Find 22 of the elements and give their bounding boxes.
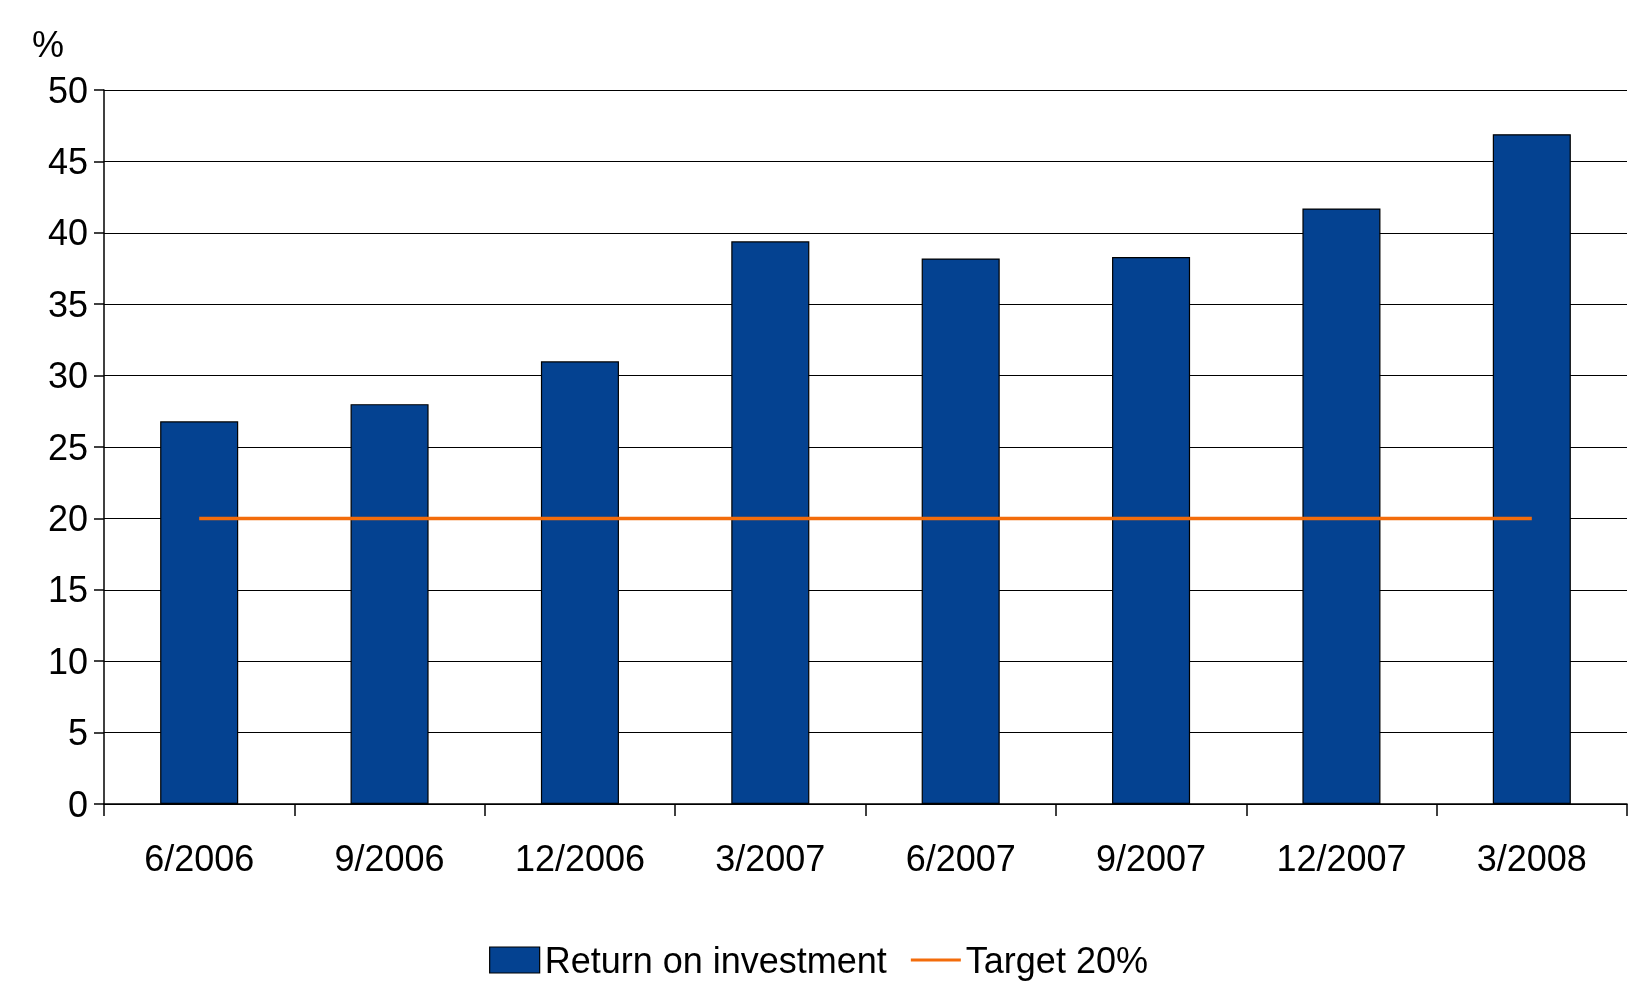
x-tick-label: 6/2007 — [905, 837, 1016, 879]
y-tick-label: 35 — [47, 283, 88, 325]
x-tick-label: 12/2007 — [1276, 837, 1407, 879]
y-tick-label: 25 — [47, 426, 88, 468]
y-tick-label: 15 — [47, 569, 88, 611]
y-tick-label: 10 — [47, 640, 88, 682]
x-tick-label: 9/2007 — [1096, 837, 1207, 879]
y-tick-label: 20 — [47, 497, 88, 539]
x-tick-label: 3/2007 — [715, 837, 826, 879]
x-tick-label: 6/2006 — [144, 837, 255, 879]
x-tick-label: 12/2006 — [514, 837, 646, 879]
y-tick-label: 40 — [47, 212, 88, 254]
legend-label: Return on investment — [544, 939, 887, 981]
y-tick-label: 5 — [67, 712, 88, 754]
legend-label: Target 20% — [965, 939, 1148, 981]
y-tick-label: 50 — [47, 69, 88, 111]
x-tick-label: 9/2006 — [334, 837, 445, 879]
y-tick-label: 0 — [67, 783, 88, 825]
y-axis-title: % — [31, 23, 64, 65]
y-tick-label: 30 — [47, 355, 88, 397]
x-tick-label: 3/2008 — [1476, 837, 1587, 879]
y-tick-label: 45 — [47, 140, 88, 182]
